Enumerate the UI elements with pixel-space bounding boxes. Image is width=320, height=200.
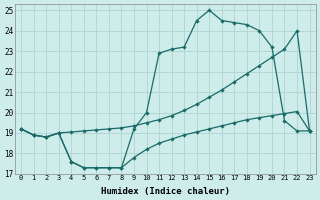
X-axis label: Humidex (Indice chaleur): Humidex (Indice chaleur) [101,187,230,196]
